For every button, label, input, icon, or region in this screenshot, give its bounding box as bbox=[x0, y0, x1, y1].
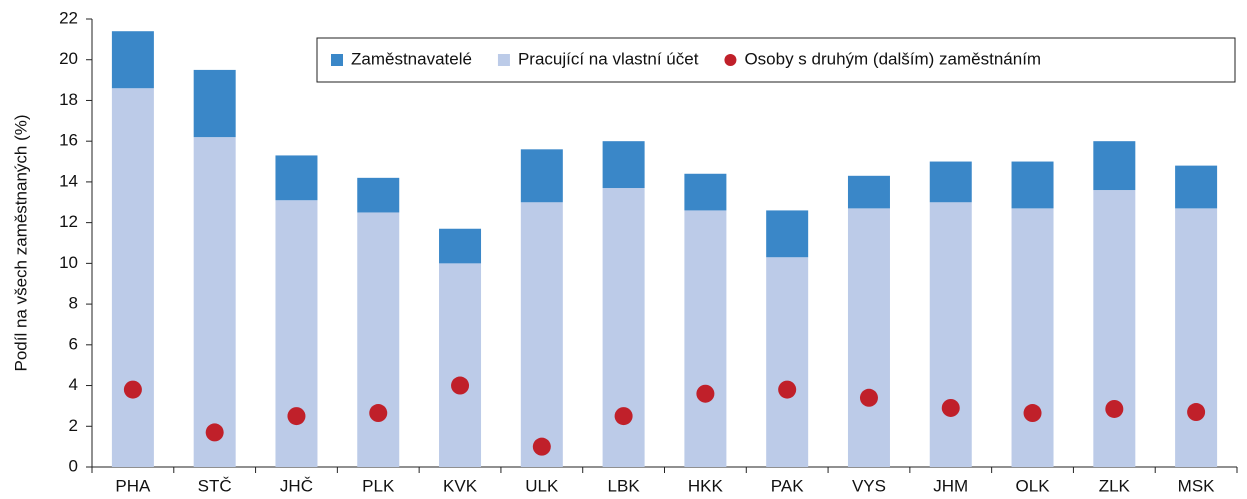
x-tick-label: ZLK bbox=[1099, 476, 1131, 495]
bar-segment bbox=[520, 149, 563, 203]
bar-segment bbox=[602, 141, 645, 189]
bar-segment bbox=[439, 228, 482, 264]
bar-segment bbox=[1175, 165, 1218, 209]
bar-segment bbox=[275, 155, 318, 201]
bar-segment bbox=[111, 88, 154, 468]
dot bbox=[1023, 404, 1042, 423]
dot bbox=[1105, 399, 1124, 418]
x-tick-label: VYS bbox=[852, 476, 886, 495]
dot bbox=[696, 384, 715, 403]
bar-segment bbox=[1093, 190, 1136, 467]
bar-segment bbox=[602, 188, 645, 467]
y-axis-label: Podíl na všech zaměstnaných (%) bbox=[11, 114, 30, 371]
bar-segment bbox=[847, 208, 890, 467]
y-tick-label: 8 bbox=[69, 294, 78, 313]
dot bbox=[205, 423, 224, 442]
y-tick-label: 12 bbox=[59, 212, 78, 231]
bar-segment bbox=[1011, 208, 1054, 467]
bar-segment bbox=[766, 210, 809, 258]
x-tick-label: LBK bbox=[608, 476, 641, 495]
y-tick-label: 20 bbox=[59, 49, 78, 68]
y-tick-label: 2 bbox=[69, 416, 78, 435]
x-tick-label: OLK bbox=[1016, 476, 1051, 495]
y-tick-label: 4 bbox=[69, 375, 78, 394]
bar-segment bbox=[439, 263, 482, 467]
x-tick-label: HKK bbox=[688, 476, 724, 495]
legend-label: Zaměstnavatelé bbox=[351, 49, 472, 68]
y-tick-label: 10 bbox=[59, 253, 78, 272]
x-tick-label: STČ bbox=[198, 476, 232, 495]
dot bbox=[451, 376, 470, 395]
bar-segment bbox=[357, 212, 400, 467]
bar-segment bbox=[929, 161, 972, 203]
x-tick-label: ULK bbox=[525, 476, 559, 495]
dot bbox=[941, 398, 960, 417]
x-tick-label: JHM bbox=[933, 476, 968, 495]
y-tick-label: 16 bbox=[59, 131, 78, 150]
bar-segment bbox=[684, 210, 727, 467]
y-tick-label: 18 bbox=[59, 90, 78, 109]
bar-segment bbox=[684, 173, 727, 211]
dot bbox=[859, 388, 878, 407]
y-tick-label: 22 bbox=[59, 8, 78, 27]
bar-segment bbox=[1011, 161, 1054, 209]
bar-segment bbox=[1175, 208, 1218, 467]
legend-marker bbox=[331, 54, 343, 66]
legend-box bbox=[316, 37, 1236, 83]
legend-label: Pracující na vlastní účet bbox=[518, 49, 699, 68]
y-tick-label: 6 bbox=[69, 334, 78, 353]
x-tick-label: PLK bbox=[362, 476, 395, 495]
legend-marker bbox=[724, 54, 737, 66]
dot bbox=[369, 404, 388, 423]
bar-segment bbox=[766, 257, 809, 467]
y-tick-label: 0 bbox=[69, 456, 78, 475]
x-tick-label: JHČ bbox=[280, 476, 313, 495]
legend-label: Osoby s druhým (dalším) zaměstnáním bbox=[744, 49, 1041, 68]
bar-segment bbox=[357, 177, 400, 213]
dot bbox=[614, 407, 633, 426]
x-tick-label: KVK bbox=[443, 476, 478, 495]
bar-segment bbox=[520, 202, 563, 468]
bar-segment bbox=[193, 69, 236, 138]
dot bbox=[123, 380, 142, 399]
dot bbox=[778, 380, 797, 399]
dot bbox=[287, 407, 306, 426]
y-tick-label: 14 bbox=[59, 171, 78, 190]
dot bbox=[1187, 403, 1206, 422]
bar-segment bbox=[1093, 141, 1136, 191]
bar-segment bbox=[929, 202, 972, 468]
bar-segment bbox=[275, 200, 318, 467]
bar-segment bbox=[111, 31, 154, 89]
bar-segment bbox=[847, 175, 890, 209]
x-tick-label: PAK bbox=[771, 476, 804, 495]
legend-marker bbox=[497, 54, 510, 66]
x-tick-label: PHA bbox=[115, 476, 151, 495]
x-tick-label: MSK bbox=[1178, 476, 1216, 495]
dot bbox=[532, 437, 551, 456]
bar-segment bbox=[193, 137, 236, 468]
